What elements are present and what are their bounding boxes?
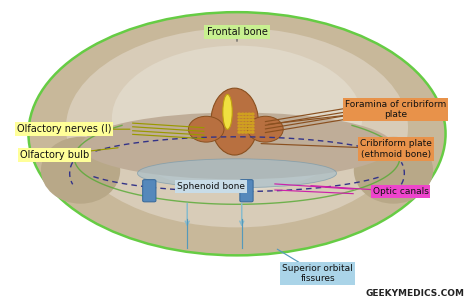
Text: Superior orbital
fissures: Superior orbital fissures (282, 264, 353, 283)
Circle shape (241, 125, 244, 127)
Ellipse shape (354, 137, 433, 204)
Circle shape (251, 116, 254, 118)
Ellipse shape (188, 116, 224, 142)
Ellipse shape (112, 46, 362, 192)
Circle shape (251, 131, 254, 133)
Ellipse shape (28, 12, 446, 255)
Circle shape (251, 113, 254, 115)
Ellipse shape (211, 88, 258, 155)
Ellipse shape (81, 112, 393, 179)
Circle shape (248, 128, 251, 130)
Ellipse shape (137, 159, 337, 188)
Circle shape (245, 119, 247, 121)
Circle shape (238, 131, 241, 133)
Circle shape (251, 128, 254, 130)
Text: Frontal bone: Frontal bone (207, 27, 267, 37)
Circle shape (248, 122, 251, 124)
Circle shape (245, 113, 247, 115)
Circle shape (238, 128, 241, 130)
Text: Sphenoid bone: Sphenoid bone (177, 182, 245, 192)
Ellipse shape (66, 28, 408, 227)
Circle shape (241, 122, 244, 124)
Circle shape (251, 122, 254, 124)
Circle shape (245, 116, 247, 118)
Ellipse shape (223, 94, 232, 130)
Text: Foramina of cribriform
plate: Foramina of cribriform plate (345, 100, 447, 119)
Text: Cribriform plate
(ethmoid bone): Cribriform plate (ethmoid bone) (360, 139, 432, 159)
Circle shape (241, 113, 244, 115)
Circle shape (248, 116, 251, 118)
Circle shape (251, 125, 254, 127)
Circle shape (245, 131, 247, 133)
Circle shape (238, 125, 241, 127)
Circle shape (241, 128, 244, 130)
Circle shape (245, 125, 247, 127)
Circle shape (245, 122, 247, 124)
Text: GEEKYMEDICS.COM: GEEKYMEDICS.COM (365, 289, 465, 298)
Text: Olfactory bulb: Olfactory bulb (20, 150, 89, 160)
Circle shape (238, 116, 241, 118)
Circle shape (251, 119, 254, 121)
Circle shape (238, 113, 241, 115)
Circle shape (248, 131, 251, 133)
Ellipse shape (41, 137, 120, 204)
Circle shape (238, 122, 241, 124)
Text: Optic canals: Optic canals (373, 187, 428, 196)
Circle shape (245, 128, 247, 130)
Circle shape (241, 116, 244, 118)
FancyBboxPatch shape (143, 180, 156, 202)
FancyBboxPatch shape (240, 180, 253, 202)
Circle shape (248, 113, 251, 115)
Circle shape (248, 119, 251, 121)
Ellipse shape (247, 116, 283, 142)
Text: Olfactory nerves (I): Olfactory nerves (I) (17, 124, 111, 134)
Circle shape (248, 125, 251, 127)
Circle shape (241, 119, 244, 121)
Circle shape (238, 119, 241, 121)
Circle shape (241, 131, 244, 133)
